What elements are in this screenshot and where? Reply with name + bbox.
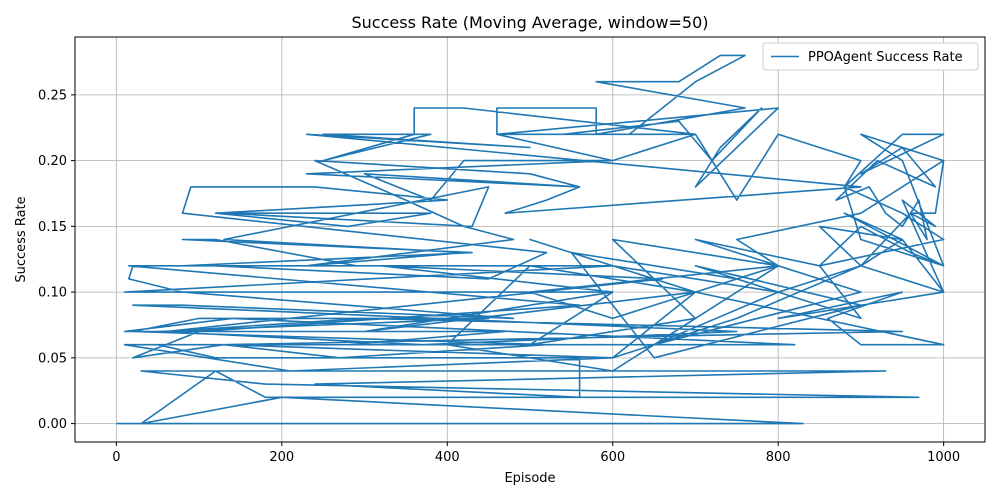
legend-label: PPOAgent Success Rate — [808, 50, 963, 65]
y-tick-label: 0.00 — [38, 417, 67, 432]
axis-ticks: 0 200 400 600 800 1000 0.00 0.05 0.10 0.15 0.20 0.2… — [38, 88, 960, 465]
y-tick-label: 0.20 — [38, 154, 67, 169]
series-line-ppoagent — [116, 54, 945, 425]
x-tick-label: 400 — [435, 450, 460, 465]
x-axis-label: Episode — [504, 471, 555, 486]
y-tick-label: 0.15 — [38, 220, 67, 235]
series-layer — [116, 54, 945, 425]
x-tick-label: 1000 — [927, 450, 960, 465]
x-tick-label: 600 — [600, 450, 625, 465]
y-tick-label: 0.10 — [38, 286, 67, 301]
y-tick-label: 0.25 — [38, 88, 67, 103]
y-axis-label: Success Rate — [14, 196, 29, 282]
legend-box — [762, 42, 979, 71]
y-tick-label: 0.05 — [38, 351, 67, 366]
x-tick-label: 0 — [112, 450, 120, 465]
plot-frame — [74, 36, 986, 443]
chart-title: Success Rate (Moving Average, window=50) — [352, 13, 709, 32]
x-tick-label: 200 — [269, 450, 294, 465]
legend: PPOAgent Success Rate — [762, 42, 979, 71]
x-tick-label: 800 — [766, 450, 791, 465]
